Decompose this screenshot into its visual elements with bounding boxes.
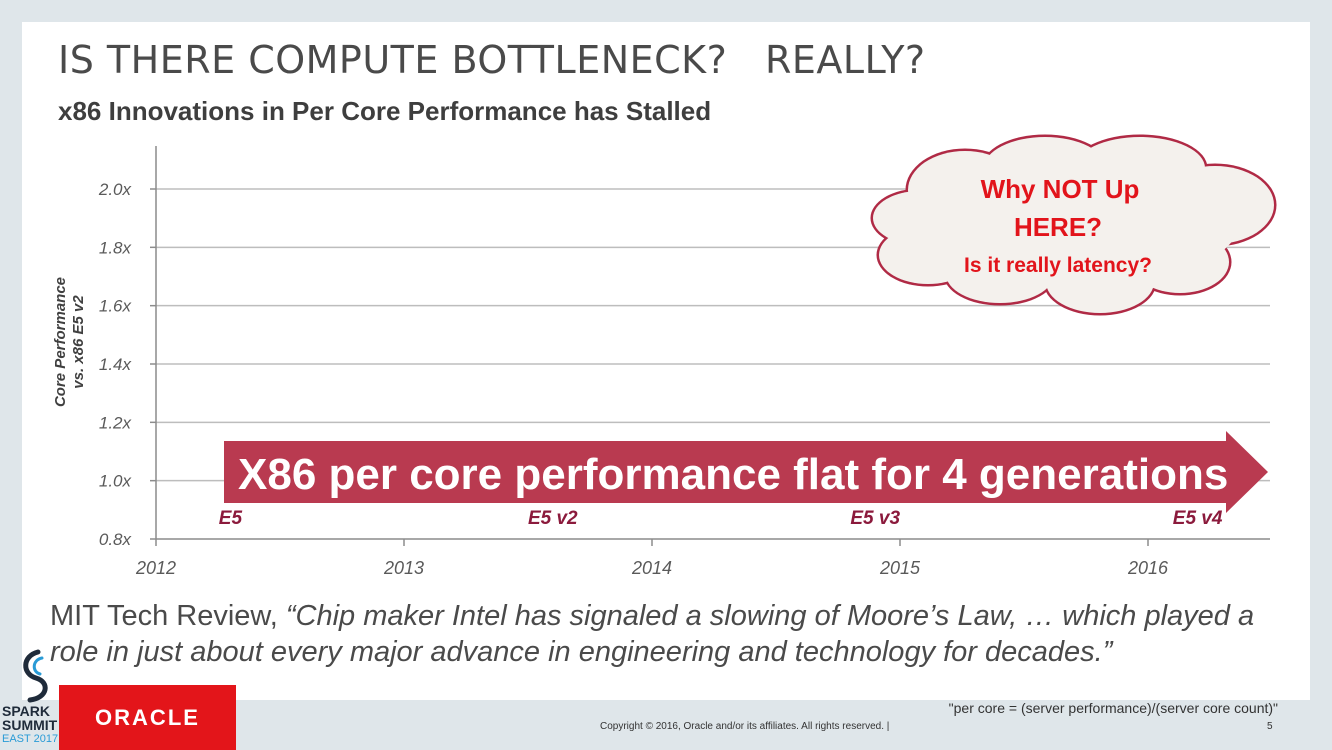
generation-label-2: E5 v3 (850, 508, 900, 529)
oracle-logo: ORACLE (59, 685, 236, 750)
spark-logo-line2: SUMMIT (2, 717, 58, 733)
x-tick-labels: 2012 2013 2014 2015 2016 (135, 558, 1169, 578)
slide-background (22, 22, 1310, 700)
arrow-shape (224, 431, 1268, 513)
page-number: 5 (1267, 721, 1273, 732)
arrow-callout-text: X86 per core performance flat for 4 gene… (238, 450, 1228, 499)
y-tick-label-2: 1.6x (99, 297, 132, 316)
x-tick-label-0: 2012 (135, 558, 176, 578)
copyright-notice: Copyright © 2016, Oracle and/or its affi… (600, 721, 890, 732)
slide-title: IS THERE COMPUTE BOTTLENECK? REALLY? (58, 38, 926, 82)
thought-cloud: Why NOT Up HERE? Is it really latency? (870, 134, 1277, 316)
cloud-text-line1: Why NOT Up (981, 174, 1140, 204)
x-tick-label-4: 2016 (1127, 558, 1169, 578)
y-tick-label-3: 1.4x (99, 355, 132, 374)
cloud-text-line2: HERE? (1014, 212, 1102, 242)
spark-logo-line1: SPARK (2, 703, 50, 719)
generation-label-3: E5 v4 (1173, 508, 1223, 529)
spark-logo-line3: EAST 2017 (2, 733, 59, 745)
cloud-center (898, 163, 1238, 287)
y-tick-label-0: 2.0x (98, 180, 132, 199)
y-tick-label-6: 0.8x (99, 530, 132, 549)
y-tick-labels: 2.0x 1.8x 1.6x 1.4x 1.2x 1.0x 0.8x (98, 180, 132, 549)
quote-source: MIT Tech Review, (50, 600, 286, 632)
y-tick-label-1: 1.8x (99, 238, 132, 257)
generation-labels: E5 E5 v2 E5 v3 E5 v4 (219, 508, 1223, 529)
quote-text: “Chip maker Intel has signaled a slowing… (50, 600, 1255, 668)
slide-subtitle: x86 Innovations in Per Core Performance … (58, 96, 712, 126)
generation-label-1: E5 v2 (528, 508, 578, 529)
flat-performance-arrow: X86 per core performance flat for 4 gene… (224, 431, 1268, 513)
cloud-shape (870, 134, 1277, 316)
y-tick-label-5: 1.0x (99, 472, 132, 491)
x-tick-label-1: 2013 (383, 558, 424, 578)
mit-quote: MIT Tech Review, “Chip maker Intel has s… (50, 598, 1300, 670)
cloud-text-line3: Is it really latency? (964, 254, 1152, 277)
spark-swirl-icon (23, 649, 48, 703)
spark-summit-logo: SPARK SUMMIT EAST 2017 (0, 648, 60, 750)
generation-label-0: E5 (219, 508, 243, 529)
per-core-footnote: "per core = (server performance)/(server… (948, 700, 1278, 716)
x-tick-label-3: 2015 (879, 558, 921, 578)
chart-axes (150, 146, 1270, 546)
x-tick-label-2: 2014 (631, 558, 672, 578)
oracle-logo-text: ORACLE (95, 704, 200, 730)
y-tick-label-4: 1.2x (99, 413, 132, 432)
